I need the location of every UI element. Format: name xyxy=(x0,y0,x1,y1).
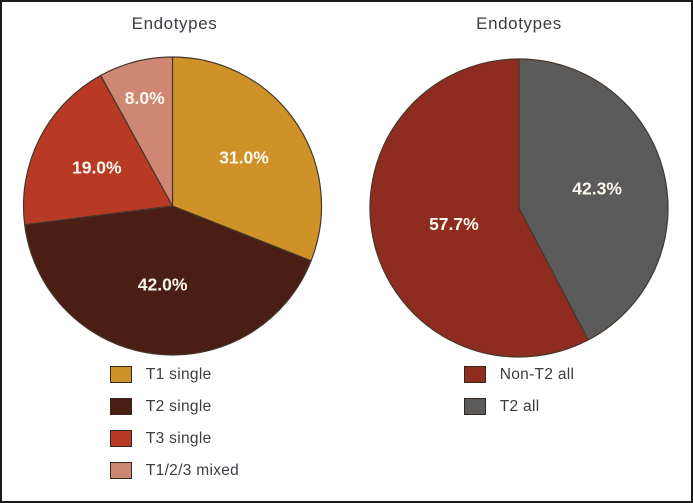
slice-percent-label-t1-single: 31.0% xyxy=(219,147,269,167)
legend: Non-T2 all T2 all xyxy=(463,365,575,415)
pie-slice-non-t2-all xyxy=(369,58,589,358)
pie-slice-t1-2-3-mixed xyxy=(100,56,174,207)
pie-slice-t2-single xyxy=(24,205,312,356)
pie-slice-t1-single xyxy=(171,56,323,262)
slice-percent-label-t2-single: 42.0% xyxy=(138,274,188,294)
legend-swatch-t2-all xyxy=(463,398,486,415)
legend-item-non-t2-all: Non-T2 all xyxy=(463,365,575,383)
slice-percent-label-t2-all: 42.3% xyxy=(572,179,622,199)
chart-panel-left: Endotypes 31.0% 42.0% 19.0% 8.0% T1 single T… xyxy=(2,2,347,501)
legend-item-t1-single: T1 single xyxy=(109,365,239,383)
legend-label: T1/2/3 mixed xyxy=(145,461,240,479)
pie-chart-endotypes-grouped: 57.7% 42.3% xyxy=(369,58,669,358)
pie-chart-endotypes-detailed: 31.0% 42.0% 19.0% 8.0% xyxy=(22,56,323,356)
chart-title: Endotypes xyxy=(131,14,218,33)
legend-label: T1 single xyxy=(145,365,212,383)
legend-swatch-t1-2-3-mixed xyxy=(109,462,132,479)
legend-item-t3-single: T3 single xyxy=(109,429,239,447)
legend-swatch-t2-single xyxy=(109,398,132,415)
legend-label: T2 all xyxy=(499,397,540,415)
chart-title: Endotypes xyxy=(476,14,562,33)
legend-item-t2-all: T2 all xyxy=(463,397,575,415)
legend-item-t1-2-3-mixed: T1/2/3 mixed xyxy=(109,461,240,479)
pie-slice-t3-single xyxy=(22,74,174,226)
legend-item-t2-single: T2 single xyxy=(109,397,239,415)
chart-panel-right: Endotypes 57.7% 42.3% Non-T2 all T2 all xyxy=(347,2,691,501)
legend-label: Non-T2 all xyxy=(499,365,575,383)
legend-swatch-t3-single xyxy=(109,430,132,447)
legend-label: T2 single xyxy=(145,397,212,415)
legend-swatch-non-t2-all xyxy=(463,366,486,383)
slice-percent-label-t3-single: 19.0% xyxy=(72,157,122,177)
legend-swatch-t1-single xyxy=(109,366,132,383)
pie-slice-t2-all xyxy=(518,58,669,341)
slice-percent-label-t1-2-3-mixed: 8.0% xyxy=(125,88,165,108)
slice-percent-label-non-t2-all: 57.7% xyxy=(429,214,479,234)
legend: T1 single T2 single T3 single T1/2/3 mixed xyxy=(109,365,240,479)
legend-label: T3 single xyxy=(145,429,212,447)
